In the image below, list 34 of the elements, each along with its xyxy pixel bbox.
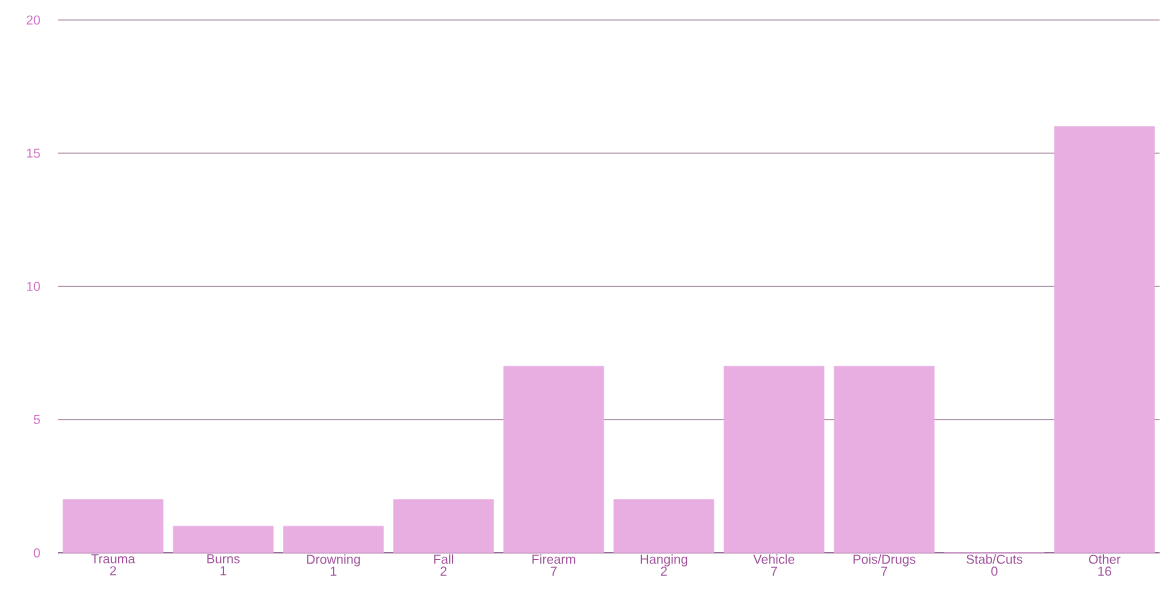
y-tick-label: 5 <box>33 415 40 425</box>
x-tick-label: Stab/Cuts <box>966 554 1023 564</box>
y-tick-label: 20 <box>26 15 40 25</box>
x-tick-label: Vehicle <box>753 554 795 564</box>
x-tick-label: Drowning <box>307 554 360 567</box>
x-tick-label: Hanging <box>640 554 688 567</box>
bar <box>723 366 825 554</box>
bar <box>503 366 604 554</box>
y-tick-label: 15 <box>27 148 40 158</box>
x-tick-label: Firearm <box>532 554 576 564</box>
x-tick-label: Burns <box>207 554 240 564</box>
data-label: 0 <box>991 566 998 576</box>
bar <box>62 499 164 554</box>
bar <box>833 366 935 554</box>
y-tick-label: 0 <box>33 548 40 558</box>
y-tick-label: 10 <box>27 281 40 292</box>
x-tick-label: Pois/Drugs <box>853 554 916 567</box>
data-label: 1 <box>220 566 227 576</box>
bar <box>613 499 715 554</box>
data-label: 7 <box>550 566 557 576</box>
data-label: 16 <box>1098 566 1112 576</box>
bar <box>283 525 384 554</box>
data-label: 7 <box>771 566 777 576</box>
x-tick-label: Fall <box>434 554 454 564</box>
data-label: 1 <box>330 566 337 576</box>
data-label: 7 <box>881 566 888 576</box>
x-tick-label: Trauma <box>91 554 136 564</box>
x-tick-label: Other <box>1088 554 1121 564</box>
data-label: 2 <box>110 566 117 576</box>
bar <box>1054 126 1155 554</box>
bar <box>172 525 274 554</box>
data-label: 2 <box>440 566 447 576</box>
bar <box>393 499 494 554</box>
data-label: 2 <box>660 566 667 576</box>
